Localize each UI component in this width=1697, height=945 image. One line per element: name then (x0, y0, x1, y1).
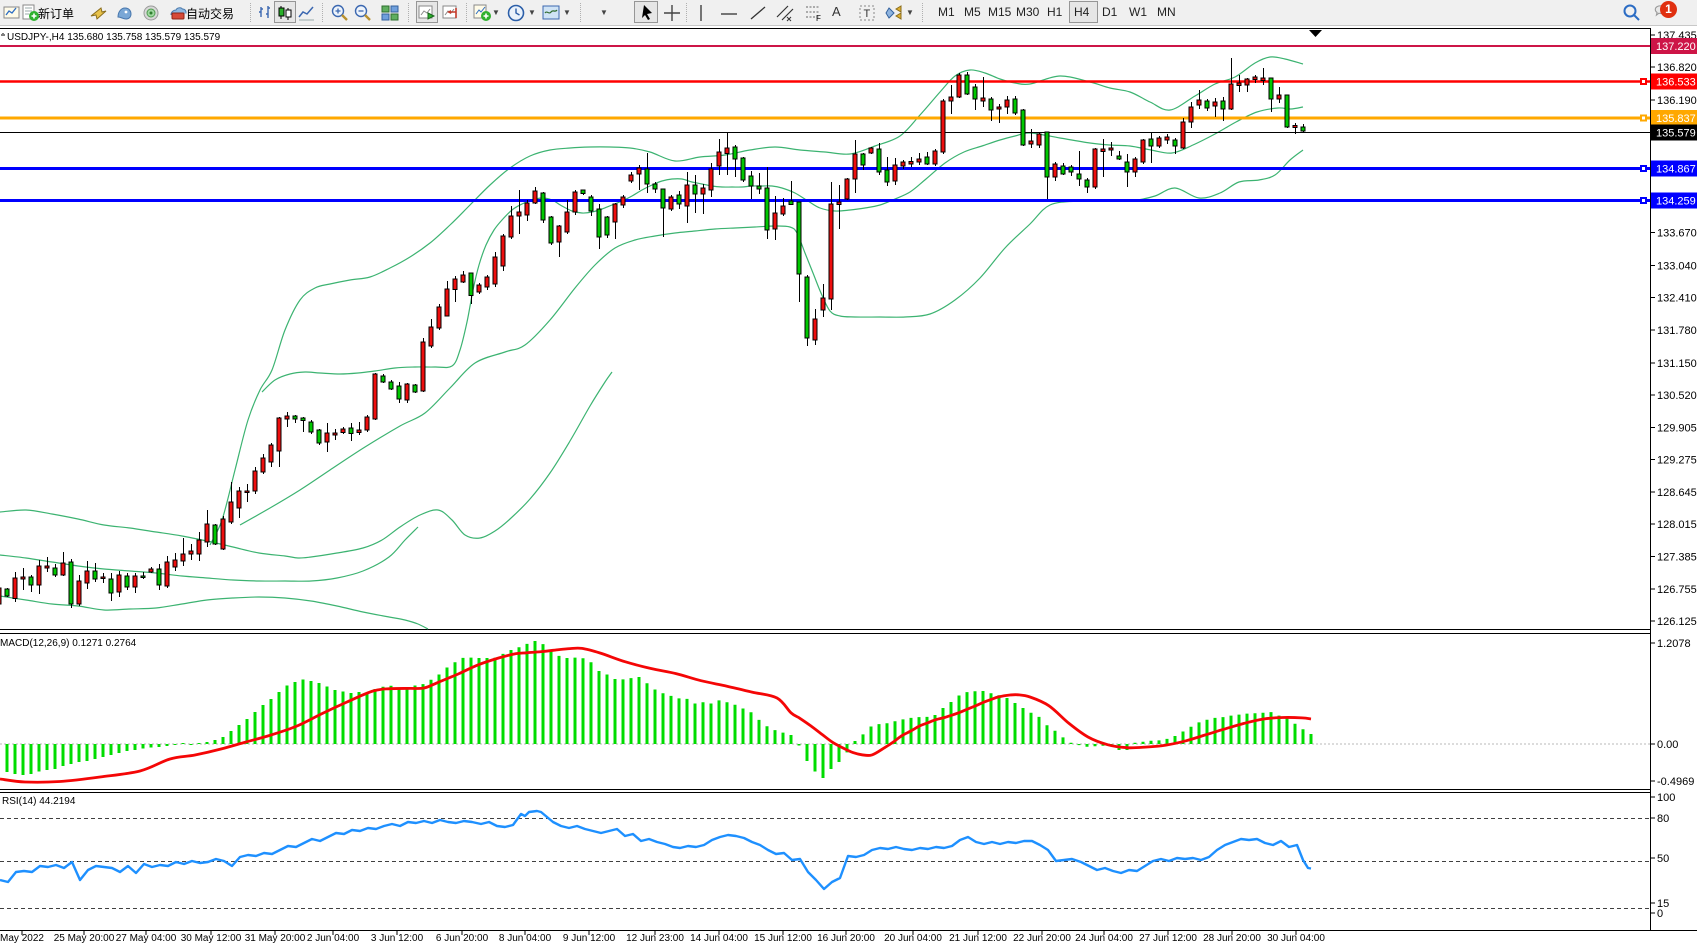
svg-text:25 May 20:00: 25 May 20:00 (54, 933, 115, 944)
svg-text:134.867: 134.867 (1656, 164, 1696, 176)
svg-text:20 Jun 04:00: 20 Jun 04:00 (884, 933, 942, 944)
svg-text:137.220: 137.220 (1656, 41, 1696, 53)
svg-text:28 Jun 20:00: 28 Jun 20:00 (1203, 933, 1261, 944)
svg-text:31 May 20:00: 31 May 20:00 (245, 933, 306, 944)
svg-text:133.040: 133.040 (1657, 261, 1697, 273)
svg-text:129.905: 129.905 (1657, 423, 1697, 435)
svg-text:22 Jun 20:00: 22 Jun 20:00 (1013, 933, 1071, 944)
svg-text:130.520: 130.520 (1657, 390, 1697, 402)
svg-text:80: 80 (1657, 813, 1669, 825)
svg-text:15: 15 (1657, 898, 1669, 910)
svg-text:3 Jun 12:00: 3 Jun 12:00 (371, 933, 424, 944)
svg-text:136.820: 136.820 (1657, 62, 1697, 74)
svg-text:136.533: 136.533 (1656, 77, 1696, 89)
svg-text:127.385: 127.385 (1657, 552, 1697, 564)
svg-text:132.410: 132.410 (1657, 293, 1697, 305)
svg-text:-0.4969: -0.4969 (1657, 776, 1694, 788)
svg-text:126.125: 126.125 (1657, 616, 1697, 628)
svg-text:30 Jun 04:00: 30 Jun 04:00 (1267, 933, 1325, 944)
svg-text:126.755: 126.755 (1657, 584, 1697, 596)
svg-text:0: 0 (1657, 908, 1663, 920)
svg-text:136.190: 136.190 (1657, 95, 1697, 107)
svg-text:9 Jun 12:00: 9 Jun 12:00 (563, 933, 616, 944)
svg-text:129.275: 129.275 (1657, 455, 1697, 467)
svg-text:128.645: 128.645 (1657, 487, 1697, 499)
svg-text:6 Jun 20:00: 6 Jun 20:00 (436, 933, 489, 944)
svg-text:USDJPY-,H4 135.680 135.758 13: USDJPY-,H4 135.680 135.758 135.579 135.5… (7, 32, 221, 43)
svg-text:2 Jun 04:00: 2 Jun 04:00 (307, 933, 360, 944)
svg-text:21 Jun 12:00: 21 Jun 12:00 (949, 933, 1007, 944)
svg-text:135.579: 135.579 (1656, 128, 1696, 140)
svg-text:12 Jun 23:00: 12 Jun 23:00 (626, 933, 684, 944)
svg-text:27 Jun 12:00: 27 Jun 12:00 (1139, 933, 1197, 944)
svg-text:100: 100 (1657, 792, 1675, 804)
svg-text:May 2022: May 2022 (0, 933, 44, 944)
svg-text:15 Jun 12:00: 15 Jun 12:00 (754, 933, 812, 944)
svg-text:14 Jun 04:00: 14 Jun 04:00 (690, 933, 748, 944)
svg-text:128.015: 128.015 (1657, 519, 1697, 531)
svg-text:133.670: 133.670 (1657, 228, 1697, 240)
svg-text:134.259: 134.259 (1656, 196, 1696, 208)
svg-text:RSI(14) 44.2194: RSI(14) 44.2194 (2, 796, 76, 807)
svg-text:0.00: 0.00 (1657, 739, 1678, 751)
svg-text:30 May 12:00: 30 May 12:00 (181, 933, 242, 944)
svg-text:24 Jun 04:00: 24 Jun 04:00 (1075, 933, 1133, 944)
svg-text:27 May 04:00: 27 May 04:00 (116, 933, 177, 944)
svg-text:50: 50 (1657, 853, 1669, 865)
svg-text:8 Jun 04:00: 8 Jun 04:00 (499, 933, 552, 944)
svg-text:131.780: 131.780 (1657, 325, 1697, 337)
svg-text:135.837: 135.837 (1656, 113, 1696, 125)
svg-text:MACD(12,26,9) 0.1271 0.2764: MACD(12,26,9) 0.1271 0.2764 (0, 638, 137, 649)
svg-text:F: F (816, 14, 821, 23)
svg-text:T: T (864, 8, 871, 20)
svg-text:1.2078: 1.2078 (1657, 638, 1691, 650)
svg-text:16 Jun 20:00: 16 Jun 20:00 (817, 933, 875, 944)
svg-text:131.150: 131.150 (1657, 358, 1697, 370)
